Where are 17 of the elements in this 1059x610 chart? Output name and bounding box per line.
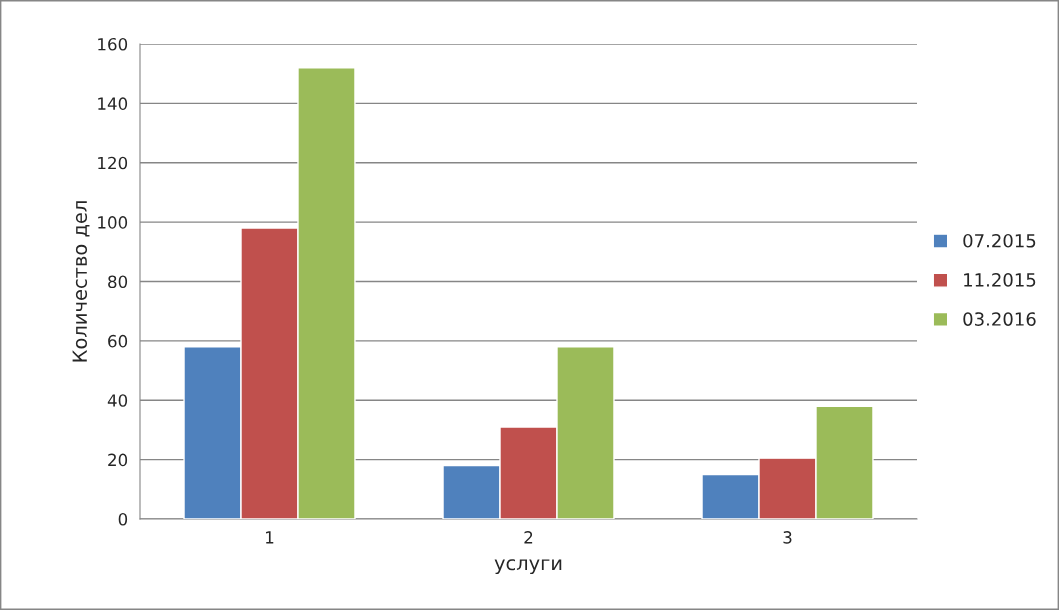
x-tick-label: 3	[783, 531, 792, 544]
y-tick-label: 140	[98, 97, 128, 110]
y-tick-label: 160	[98, 37, 128, 51]
y-tick-label: 60	[108, 334, 128, 348]
y-tick-label: 40	[107, 394, 128, 407]
x-axis-title: услуги	[494, 559, 562, 575]
y-axis-title: Количество дел	[72, 201, 90, 362]
legend-label: 07.2015	[963, 233, 1036, 248]
y-tick-label: 0	[118, 512, 128, 526]
y-tick-label: 100	[98, 216, 128, 229]
x-tick-label: 2	[524, 531, 533, 544]
y-tick-label: 20	[108, 453, 128, 467]
x-tick-label: 1	[266, 531, 274, 544]
y-tick-label: 80	[108, 275, 128, 289]
legend-label: 11.2015	[964, 273, 1036, 287]
legend-label: 03.2016	[963, 312, 1036, 326]
y-tick-label: 120	[98, 156, 128, 170]
